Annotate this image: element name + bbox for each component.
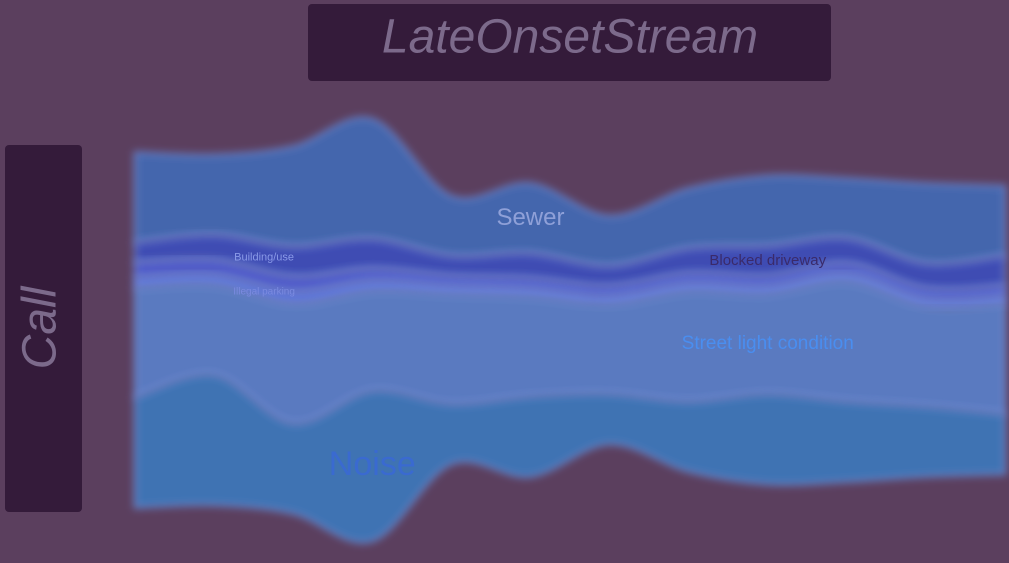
series-label: Street light condition (682, 333, 854, 354)
series-label: Blocked driveway (709, 252, 826, 269)
title-box (308, 4, 831, 81)
series-label: Illegal parking (233, 287, 295, 298)
chart-title: LateOnsetStream (382, 11, 758, 64)
y-label-box (5, 145, 82, 512)
series-label: Sewer (496, 204, 564, 231)
streams (133, 116, 1007, 544)
y-axis-label: Call (14, 285, 67, 369)
series-label: Noise (329, 445, 416, 483)
series-label: Building/use (234, 251, 294, 263)
stream-layer (133, 372, 1007, 544)
stream-labels: Sewer Blocked driveway Building/use Illegal… (233, 204, 854, 483)
